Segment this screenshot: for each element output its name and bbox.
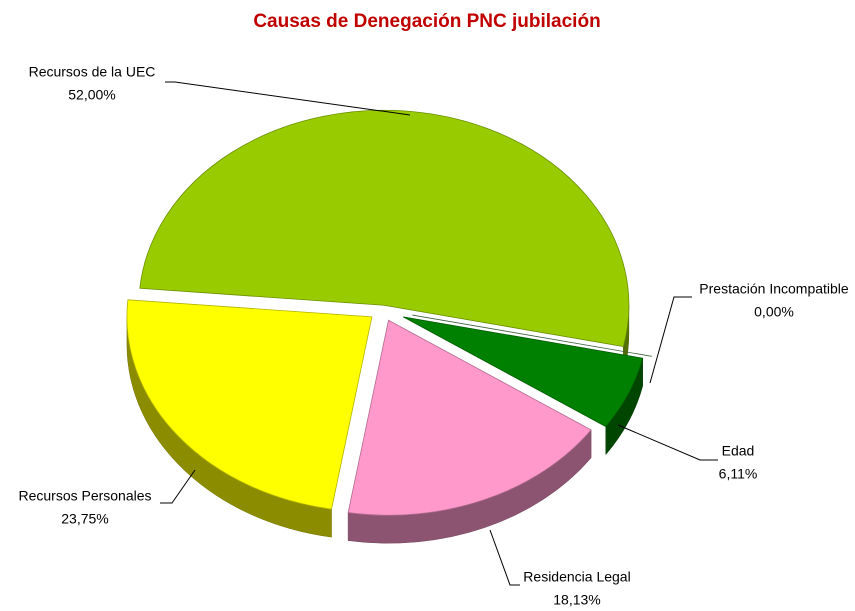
slice-label: Prestación Incompatible bbox=[699, 281, 849, 297]
chart-title: Causas de Denegación PNC jubilación bbox=[253, 11, 600, 32]
leader-line bbox=[165, 81, 411, 116]
slice bbox=[139, 109, 630, 348]
leader-line bbox=[617, 424, 718, 461]
leader-line bbox=[160, 469, 196, 504]
slice bbox=[126, 299, 373, 510]
pie-tops bbox=[126, 109, 652, 516]
leader-line bbox=[489, 529, 520, 586]
slice-value-label: 52,00% bbox=[68, 87, 115, 103]
slice bbox=[347, 319, 592, 516]
slice-value-label: 23,75% bbox=[61, 511, 108, 527]
slice bbox=[412, 314, 652, 357]
slice-label: Residencia Legal bbox=[523, 569, 630, 585]
slice bbox=[403, 316, 644, 428]
slice-value-label: 18,13% bbox=[553, 592, 600, 608]
slice-value-label: 0,00% bbox=[754, 304, 794, 320]
slice-value-label: 6,11% bbox=[719, 466, 758, 482]
leader-line bbox=[649, 296, 692, 384]
slice-label: Recursos de la UEC bbox=[29, 64, 156, 80]
slice-label: Edad bbox=[722, 443, 755, 459]
slice-label: Recursos Personales bbox=[18, 488, 151, 504]
